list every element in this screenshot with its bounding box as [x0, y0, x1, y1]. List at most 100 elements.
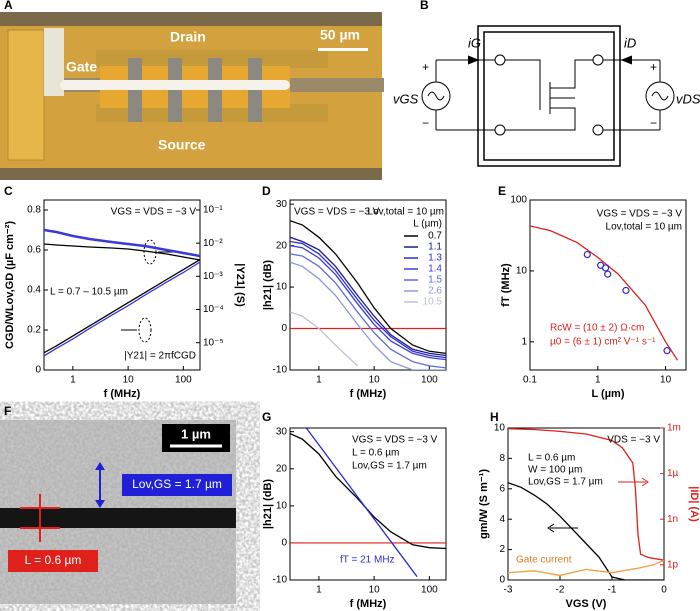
annotation: VGS = VDS = −3 V: [597, 209, 683, 220]
minus-label: −: [650, 116, 657, 130]
plot-frame: [289, 427, 447, 581]
x-axis-label: f (MHz): [350, 388, 387, 400]
y-tick-label: 0.6: [27, 245, 41, 256]
x-tick-label: 10: [369, 375, 381, 386]
y-tick-label: 30: [276, 426, 288, 437]
annotation: W = 100 µm: [528, 465, 582, 476]
annotation: Lov,total = 10 µm: [606, 222, 682, 233]
series-line: [508, 428, 664, 561]
y-tick-label: 10: [516, 266, 528, 277]
y2-tick-label: 10⁻²: [203, 238, 223, 249]
point: [601, 264, 610, 272]
x-tick-label: 0: [661, 585, 667, 596]
series-line: [44, 259, 200, 354]
x-tick-label: 1: [595, 375, 601, 386]
y2-tick-label: 1n: [667, 514, 678, 525]
series-line: [306, 428, 418, 578]
x-tick-label: 1: [70, 375, 76, 386]
y2-tick-label: 10⁻¹: [203, 205, 223, 216]
series-group: [508, 428, 664, 580]
legend-label: 1.4: [428, 264, 442, 275]
legend-label: 10.5: [423, 297, 443, 308]
y-tick-label: 10: [276, 500, 288, 511]
panel-label: E: [498, 184, 506, 198]
x-axis-label: VGS (V): [566, 598, 607, 610]
panel-label: H: [490, 410, 499, 424]
y-tick-label: 8: [499, 453, 505, 464]
annotation: Gate current: [516, 555, 572, 566]
annotation: µ0 = (6 ± 1) cm² V⁻¹ s⁻¹: [550, 337, 656, 348]
annotation: VGS = VDS = −3 V: [111, 207, 197, 218]
y-tick-label: 1: [521, 336, 527, 347]
series-group: [44, 228, 200, 357]
annotation: Lov,total = 10 µm: [368, 207, 444, 218]
scale-label: 1 µm: [181, 426, 211, 441]
x-tick-label: 100: [421, 585, 438, 596]
series-line: [44, 228, 200, 258]
series-group: [530, 225, 679, 361]
legend-label: 1.3: [428, 253, 442, 264]
x-tick-label: 100: [175, 375, 192, 386]
panel-label: F: [4, 404, 11, 418]
plot-frame: [529, 199, 687, 371]
y-tick-label: -10: [273, 365, 288, 376]
y2-axis-label: |ID| (A): [688, 486, 700, 522]
plus-label: +: [422, 60, 429, 74]
annotation: Lov,GS = 1.7 µm: [528, 477, 603, 488]
series-line: [44, 261, 200, 357]
drain-label: Drain: [170, 29, 206, 45]
annotation: RcW = (10 ± 2) Ω·cm: [550, 323, 644, 334]
annotation: |Y21| = 2πfCGD: [124, 351, 196, 362]
y-tick-label: 2: [499, 544, 505, 555]
y2-tick-label: 1p: [667, 559, 679, 570]
y-axis-label: CGD/WLov,GD (µF cm⁻²): [4, 221, 16, 349]
x-tick-label: -2: [556, 585, 565, 596]
panel-label: C: [4, 184, 13, 198]
legend-label: 1.5: [428, 275, 442, 286]
x-tick-label: 10: [660, 375, 672, 386]
panel-label: A: [4, 0, 13, 12]
x-tick-label: 10: [123, 375, 135, 386]
point: [622, 286, 630, 295]
y-tick-label: 0: [281, 323, 287, 334]
y2-tick-label: 1m: [667, 423, 681, 434]
series-line: [290, 311, 358, 367]
y-tick-label: 0.2: [27, 325, 41, 336]
x-tick-label: 1: [316, 585, 322, 596]
x-tick-label: -1: [608, 585, 617, 596]
y-tick-label: 0.4: [27, 285, 41, 296]
annotation: L = 0.7 – 10.5 µm: [50, 287, 128, 298]
y2-tick-label: 10⁻³: [203, 271, 223, 282]
series-line: [44, 243, 200, 261]
series-line: [290, 244, 446, 361]
y-tick-label: 0: [499, 575, 505, 586]
point: [663, 347, 671, 355]
y-tick-label: 10: [276, 282, 288, 293]
photo-a: Drain Gate Source 50 µm: [0, 12, 384, 180]
lov-label: Lov,GS = 1.7 µm: [132, 477, 222, 491]
y2-tick-label: 1µ: [667, 468, 679, 479]
series-line: [290, 236, 446, 357]
plus-label: +: [650, 60, 657, 74]
x-axis-label: f (MHz): [350, 598, 387, 610]
legend-label: 0.7: [428, 231, 442, 242]
ig-label: iG: [468, 35, 481, 50]
series-line: [290, 253, 446, 369]
series-group: [290, 220, 446, 370]
y-axis-label: gm/W (S m⁻¹): [478, 469, 490, 539]
series-line: [290, 240, 446, 359]
x-tick-label: 1: [316, 375, 322, 386]
series-line: [290, 220, 446, 355]
vgs-label: vGS: [393, 91, 419, 106]
vds-label: vDS: [676, 91, 700, 106]
panel-label: B: [420, 0, 429, 12]
y2-axis-label: |Y21| (S): [234, 263, 246, 307]
plot-frame: [507, 427, 665, 581]
x-tick-label: 0.1: [523, 375, 537, 386]
y-tick-label: 0.8: [27, 205, 41, 216]
x-axis-label: L (µm): [591, 388, 624, 400]
y-tick-label: 6: [499, 483, 505, 494]
y-tick-label: 0: [35, 365, 41, 376]
